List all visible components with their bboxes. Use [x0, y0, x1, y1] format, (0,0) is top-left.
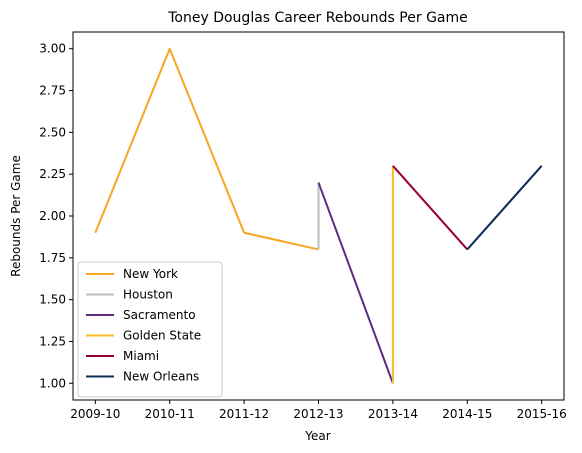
y-axis-title: Rebounds Per Game [9, 155, 23, 277]
x-tick-label: 2011-12 [219, 407, 269, 421]
legend-label: New York [123, 267, 178, 281]
legend-label: Houston [123, 288, 173, 302]
y-axis: 1.00 1.25 1.50 1.75 2.00 2.25 2.50 2.75 3.00 [39, 42, 73, 390]
x-tick-label: 2015-16 [517, 407, 567, 421]
y-tick-label: 2.50 [39, 125, 66, 139]
legend-label: Miami [123, 349, 159, 363]
y-tick-label: 2.75 [39, 84, 66, 98]
y-tick-label: 1.25 [39, 334, 66, 348]
x-tick-label: 2010-11 [145, 407, 195, 421]
legend-box [77, 261, 223, 398]
y-tick-label: 3.00 [39, 42, 66, 56]
y-tick-label: 2.25 [39, 167, 66, 181]
legend-label: Golden State [123, 329, 201, 343]
y-tick-label: 1.50 [39, 293, 66, 307]
x-tick-label: 2013-14 [368, 407, 418, 421]
series-line-new-orleans [466, 165, 543, 251]
series-line-new-york [94, 47, 319, 251]
y-tick-label: 1.00 [39, 376, 66, 390]
x-axis-title: Year [304, 429, 330, 443]
x-tick-label: 2014-15 [442, 407, 492, 421]
x-axis: 2009-10 2010-11 2011-12 2012-13 2013-14 2014-… [70, 400, 567, 421]
legend: New York Houston Sacramento Golden State Mia… [77, 261, 223, 398]
y-tick-label: 2.00 [39, 209, 66, 223]
chart-title: Toney Douglas Career Rebounds Per Game [167, 10, 468, 26]
series-line-sacramento [317, 182, 394, 384]
legend-label: New Orleans [123, 370, 199, 384]
x-tick-label: 2012-13 [293, 407, 343, 421]
x-tick-label: 2009-10 [70, 407, 120, 421]
legend-label: Sacramento [123, 308, 196, 322]
y-tick-label: 1.75 [39, 251, 66, 265]
series-line-miami [392, 165, 469, 251]
